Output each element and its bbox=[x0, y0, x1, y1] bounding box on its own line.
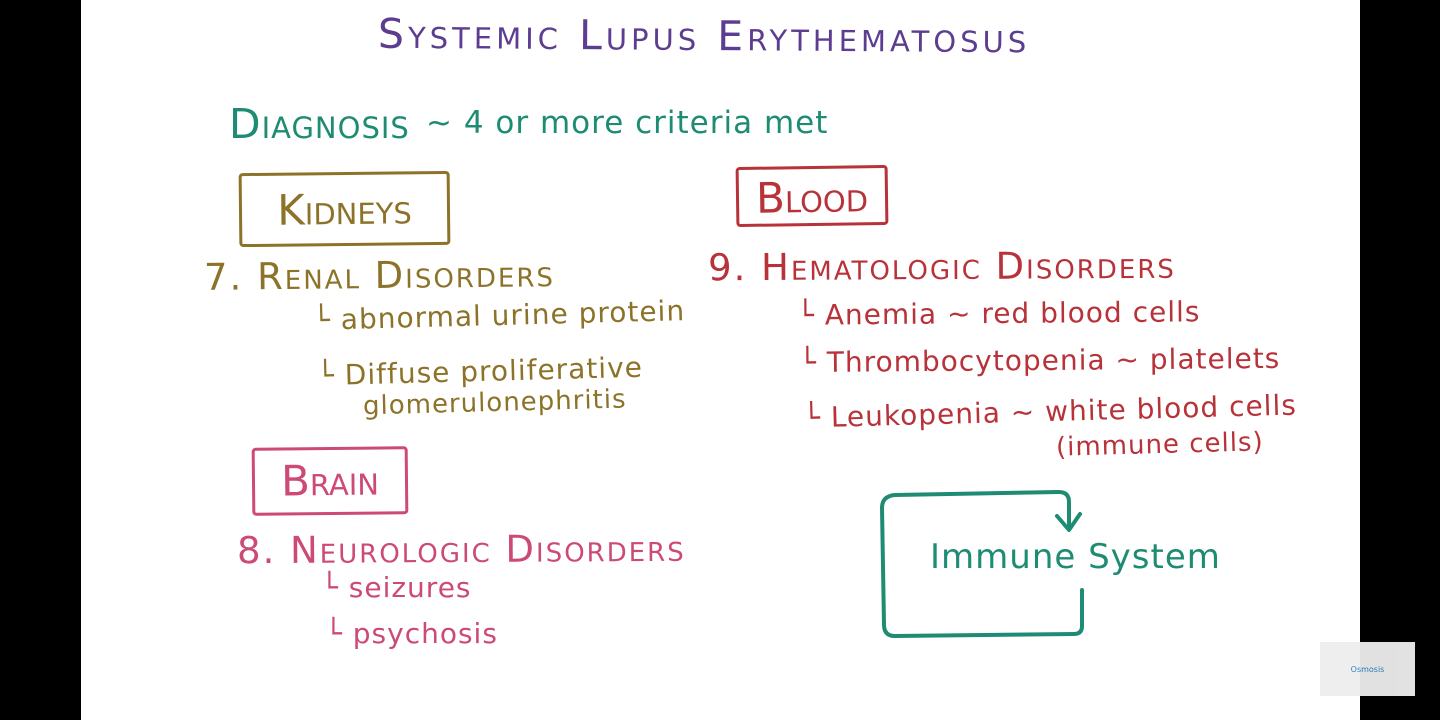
blood-box: Blood bbox=[735, 164, 889, 228]
diagnosis-label: Diagnosis bbox=[229, 100, 410, 148]
blood-item-immune-cells-note: (immune cells) bbox=[1055, 427, 1265, 463]
immune-loop-arrow-icon bbox=[880, 490, 1084, 638]
renal-item-glomerulonephritis: glomerulonephritis bbox=[362, 384, 627, 422]
diagnosis-criteria: ~ 4 or more criteria met bbox=[426, 105, 829, 141]
neuro-item-seizures: └ seizures bbox=[321, 571, 472, 604]
brain-box: Brain bbox=[251, 446, 409, 516]
neurologic-disorders-heading: 8. Neurologic Disorders bbox=[236, 526, 686, 573]
renal-disorders-heading: 7. Renal Disorders bbox=[203, 252, 556, 299]
kidneys-box: Kidneys bbox=[238, 170, 451, 248]
progress-line bbox=[1231, 717, 1359, 719]
blood-item-leukopenia: └ Leukopenia ~ white blood cells bbox=[802, 388, 1298, 435]
logo-text: Osmosis bbox=[1350, 664, 1385, 674]
renal-item-urine-protein: └ abnormal urine protein bbox=[312, 294, 686, 337]
page-title: Systemic Lupus Erythematosus bbox=[377, 9, 1031, 63]
neuro-item-psychosis: └ psychosis bbox=[325, 617, 498, 650]
whiteboard: Systemic Lupus Erythematosus Diagnosis ~… bbox=[81, 0, 1360, 720]
osmosis-logo: Osmosis bbox=[1320, 642, 1415, 696]
immune-system-label: Immune System bbox=[930, 537, 1221, 577]
hematologic-disorders-heading: 9. Hematologic Disorders bbox=[707, 243, 1176, 290]
blood-item-anemia: └ Anemia ~ red blood cells bbox=[796, 295, 1201, 332]
blood-item-thrombocytopenia: └ Thrombocytopenia ~ platelets bbox=[798, 341, 1281, 380]
